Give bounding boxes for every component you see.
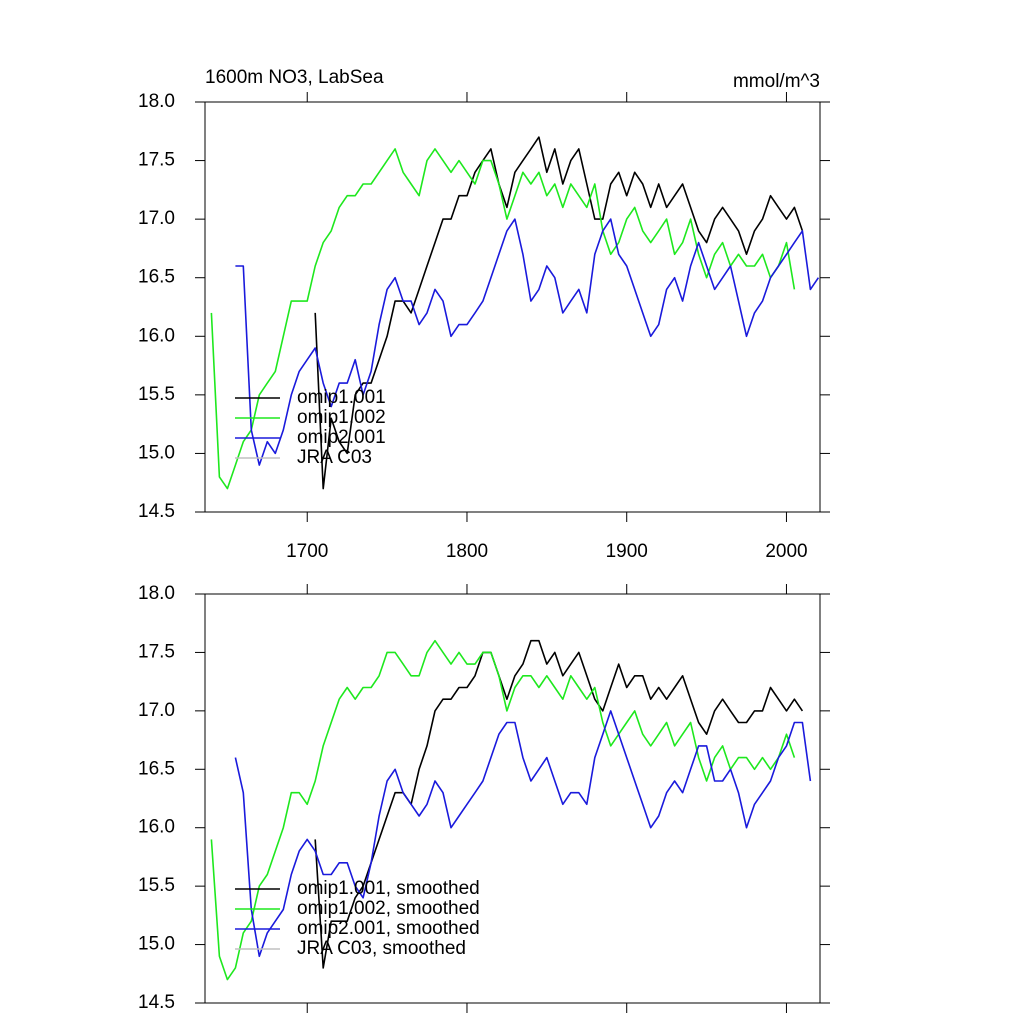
legend-label: omip2.001, smoothed bbox=[297, 918, 480, 939]
y-tick-label: 17.0 bbox=[138, 700, 175, 721]
series-line bbox=[235, 218, 820, 466]
series-line bbox=[314, 136, 804, 490]
y-tick-label: 15.0 bbox=[138, 934, 175, 955]
y-tick-label: 15.0 bbox=[138, 442, 175, 463]
y-tick-label: 16.0 bbox=[138, 817, 175, 838]
y-tick-label: 17.5 bbox=[138, 150, 175, 171]
series-line bbox=[234, 710, 812, 958]
y-tick-label: 16.5 bbox=[138, 758, 175, 779]
plot-frame bbox=[204, 101, 821, 513]
y-tick-label: 14.5 bbox=[138, 992, 175, 1013]
y-tick-label: 18.0 bbox=[138, 91, 175, 112]
chart-title: 1600m NO3, LabSea bbox=[205, 67, 384, 88]
x-tick-label: 1800 bbox=[446, 541, 488, 562]
legend-label: omip1.001 bbox=[297, 387, 386, 408]
y-tick-label: 17.5 bbox=[138, 641, 175, 662]
y-tick-label: 15.5 bbox=[138, 384, 175, 405]
y-tick-label: 16.0 bbox=[138, 325, 175, 346]
y-tick-label: 18.0 bbox=[138, 583, 175, 604]
y-tick-label: 16.5 bbox=[138, 267, 175, 288]
x-tick-label: 1700 bbox=[286, 541, 328, 562]
y-tick-label: 17.0 bbox=[138, 208, 175, 229]
legend-label: JRA C03 bbox=[297, 447, 372, 468]
legend-label: JRA C03, smoothed bbox=[297, 938, 466, 959]
series-line bbox=[314, 639, 804, 969]
legend-label: omip2.001 bbox=[297, 427, 386, 448]
y-tick-label: 14.5 bbox=[138, 501, 175, 522]
x-tick-label: 1900 bbox=[606, 541, 648, 562]
y-tick-label: 15.5 bbox=[138, 875, 175, 896]
legend-label: omip1.001, smoothed bbox=[297, 878, 480, 899]
units-label: mmol/m^3 bbox=[733, 71, 820, 92]
plot-frame bbox=[204, 593, 821, 1004]
legend-label: omip1.002, smoothed bbox=[297, 898, 480, 919]
x-tick-label: 2000 bbox=[765, 541, 807, 562]
legend-label: omip1.002 bbox=[297, 407, 386, 428]
